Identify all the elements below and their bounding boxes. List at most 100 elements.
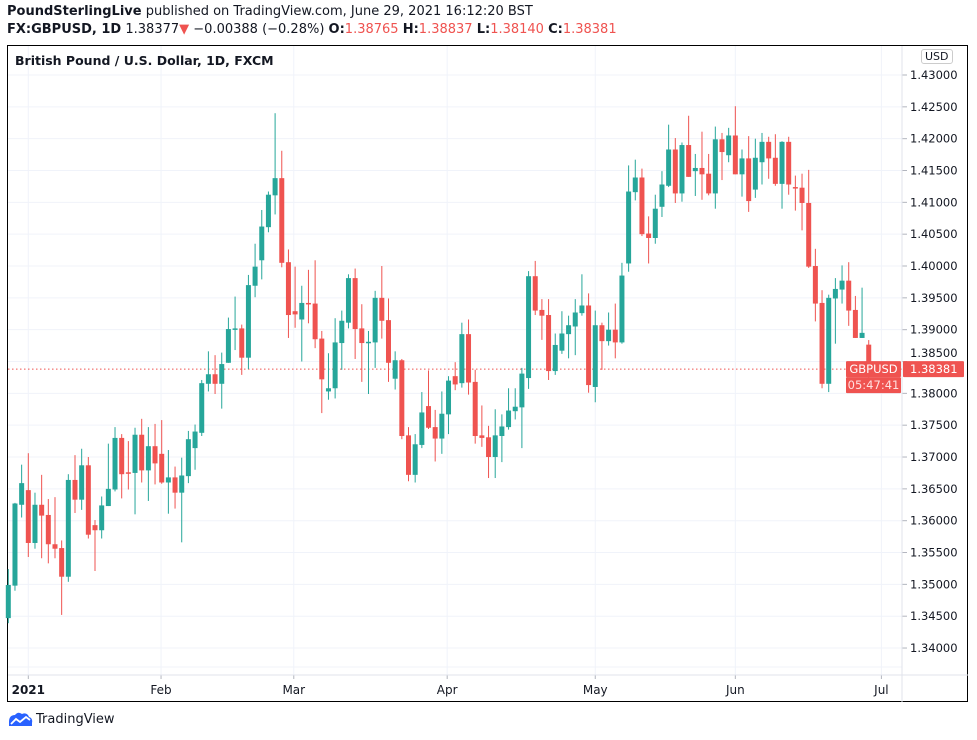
candle	[285, 249, 291, 338]
candle	[779, 141, 785, 209]
candle-body	[806, 202, 812, 267]
candle	[639, 168, 645, 237]
candle-body	[85, 465, 91, 535]
candle-body	[479, 435, 485, 438]
candle-body	[826, 297, 832, 384]
price-axis-label: 1.37500	[910, 418, 958, 432]
candle	[332, 318, 338, 399]
time-axis-label: May	[583, 683, 608, 697]
candle	[52, 497, 58, 559]
candle	[325, 353, 331, 400]
candle-body	[285, 262, 291, 316]
candle-body	[199, 383, 205, 433]
candle-body	[365, 341, 371, 344]
close-value: 1.38381	[562, 22, 617, 37]
current-price-tag	[903, 361, 964, 378]
candle-body	[359, 328, 365, 344]
candle	[819, 290, 825, 389]
candle	[746, 136, 752, 212]
candle-body	[772, 157, 778, 184]
candle-body	[532, 276, 538, 311]
candle	[406, 427, 411, 482]
candle	[45, 499, 51, 564]
tradingview-logo[interactable]: TradingView	[7, 711, 115, 727]
candle	[99, 496, 105, 539]
candle-body	[105, 488, 111, 507]
price-axis-label: 1.41500	[910, 164, 958, 178]
candle	[199, 379, 205, 437]
price-axis-label: 1.35500	[910, 546, 958, 560]
time-axis-label: Feb	[150, 683, 171, 697]
candle	[799, 173, 805, 231]
candle-body	[25, 490, 31, 543]
candle	[646, 216, 652, 264]
open-value: 1.38765	[344, 22, 399, 37]
candle	[766, 136, 772, 179]
candle	[792, 175, 798, 211]
candle	[752, 138, 758, 198]
candle	[139, 418, 145, 483]
candle	[559, 311, 565, 354]
high-label: H:	[402, 22, 419, 37]
candle	[172, 466, 178, 509]
candle-body	[419, 412, 425, 445]
candle	[539, 299, 545, 340]
low-value: 1.38140	[490, 22, 544, 37]
chart-frame	[7, 45, 968, 702]
candle-body	[406, 435, 411, 475]
candle-body	[259, 226, 265, 261]
candle	[65, 474, 71, 582]
candle-body	[212, 374, 218, 384]
price-axis-label: 1.36500	[910, 482, 958, 496]
candle	[466, 319, 472, 395]
price-axis-label: 1.43000	[910, 68, 958, 82]
candle	[219, 352, 225, 409]
price-axis-label: 1.34500	[910, 609, 958, 623]
candle-body	[739, 158, 745, 175]
candle-body	[12, 503, 18, 586]
candle	[232, 296, 238, 351]
candle-body	[5, 584, 11, 619]
candle	[719, 132, 725, 181]
candle	[446, 376, 452, 435]
candle	[606, 312, 612, 346]
candle	[12, 502, 18, 591]
current-price-value: 1.38381	[910, 362, 958, 376]
candle-body	[139, 434, 145, 471]
candle-body	[592, 325, 598, 387]
candle	[259, 209, 265, 280]
candle	[59, 540, 65, 615]
candle	[239, 324, 245, 375]
candle-body	[506, 410, 512, 428]
candle-body	[379, 297, 385, 321]
candle-body	[392, 360, 398, 379]
candle-body	[265, 194, 271, 228]
publish-info: PoundSterlingLive published on TradingVi…	[7, 4, 533, 19]
candle-body	[92, 525, 98, 531]
candle	[399, 358, 405, 440]
candle-body	[486, 437, 492, 458]
candle	[205, 351, 211, 392]
candle-body	[792, 187, 798, 189]
candle-body	[165, 477, 171, 483]
candle	[319, 330, 325, 414]
candle-body	[746, 158, 752, 202]
candle	[619, 262, 625, 344]
candle	[686, 115, 692, 177]
candle-body	[112, 437, 118, 490]
currency-button[interactable]: USD	[921, 49, 953, 64]
candle-body	[452, 376, 458, 385]
price-axis-label: 1.35000	[910, 577, 958, 591]
candle	[486, 425, 492, 479]
candle	[165, 450, 171, 514]
candle	[379, 266, 385, 339]
candle	[92, 520, 98, 571]
tradingview-brand: TradingView	[36, 711, 115, 727]
candle	[459, 322, 465, 388]
candle	[112, 427, 118, 492]
candle-body	[546, 315, 552, 372]
candle-body	[726, 135, 732, 156]
candle	[599, 322, 605, 370]
candle	[546, 299, 552, 380]
